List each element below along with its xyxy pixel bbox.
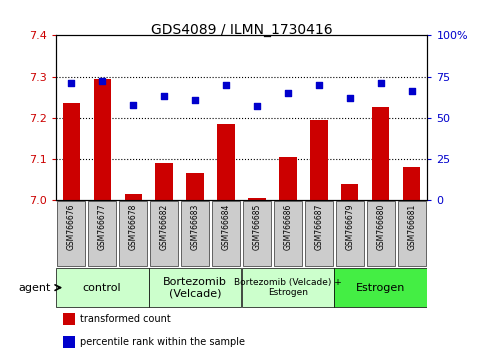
Point: [191, 97, 199, 102]
Bar: [367, 201, 395, 266]
Bar: [274, 201, 302, 266]
Text: GSM766683: GSM766683: [190, 203, 199, 250]
Point: [315, 82, 323, 88]
Point: [346, 95, 354, 101]
Text: GSM766679: GSM766679: [345, 203, 355, 250]
Point: [408, 88, 416, 94]
Bar: [150, 201, 178, 266]
Bar: [398, 201, 426, 266]
Bar: [217, 124, 235, 200]
Bar: [94, 79, 111, 200]
Point: [160, 93, 168, 99]
Bar: [334, 268, 427, 307]
Point: [98, 79, 106, 84]
Bar: [212, 201, 240, 266]
Bar: [242, 268, 334, 307]
Text: GSM766676: GSM766676: [67, 203, 75, 250]
Bar: [311, 120, 327, 200]
Bar: [63, 313, 75, 325]
Text: agent: agent: [18, 282, 51, 293]
Bar: [248, 198, 266, 200]
Text: GSM766681: GSM766681: [408, 203, 416, 250]
Bar: [181, 201, 209, 266]
Text: Bortezomib
(Velcade): Bortezomib (Velcade): [163, 277, 227, 298]
Text: GSM766685: GSM766685: [253, 203, 261, 250]
Text: Estrogen: Estrogen: [356, 282, 406, 293]
Bar: [57, 201, 85, 266]
Bar: [125, 194, 142, 200]
Bar: [403, 167, 421, 200]
Text: transformed count: transformed count: [80, 314, 170, 324]
Bar: [62, 103, 80, 200]
Bar: [336, 201, 364, 266]
Text: GSM766678: GSM766678: [128, 203, 138, 250]
Text: percentile rank within the sample: percentile rank within the sample: [80, 337, 245, 347]
Text: GDS4089 / ILMN_1730416: GDS4089 / ILMN_1730416: [151, 23, 332, 37]
Point: [377, 80, 385, 86]
Bar: [341, 183, 358, 200]
Bar: [88, 201, 116, 266]
Bar: [149, 268, 242, 307]
Bar: [119, 201, 147, 266]
Text: GSM766684: GSM766684: [222, 203, 230, 250]
Bar: [186, 173, 203, 200]
Point: [253, 103, 261, 109]
Point: [222, 82, 230, 88]
Text: control: control: [83, 282, 121, 293]
Bar: [305, 201, 333, 266]
Bar: [243, 201, 271, 266]
Text: Bortezomib (Velcade) +
Estrogen: Bortezomib (Velcade) + Estrogen: [234, 278, 342, 297]
Bar: [156, 163, 172, 200]
Text: GSM766687: GSM766687: [314, 203, 324, 250]
Point: [67, 80, 75, 86]
Text: GSM766677: GSM766677: [98, 203, 107, 250]
Text: GSM766686: GSM766686: [284, 203, 293, 250]
Bar: [56, 268, 149, 307]
Bar: [280, 157, 297, 200]
Bar: [372, 107, 389, 200]
Point: [129, 102, 137, 107]
Point: [284, 90, 292, 96]
Bar: [63, 336, 75, 348]
Text: GSM766682: GSM766682: [159, 203, 169, 250]
Text: GSM766680: GSM766680: [376, 203, 385, 250]
